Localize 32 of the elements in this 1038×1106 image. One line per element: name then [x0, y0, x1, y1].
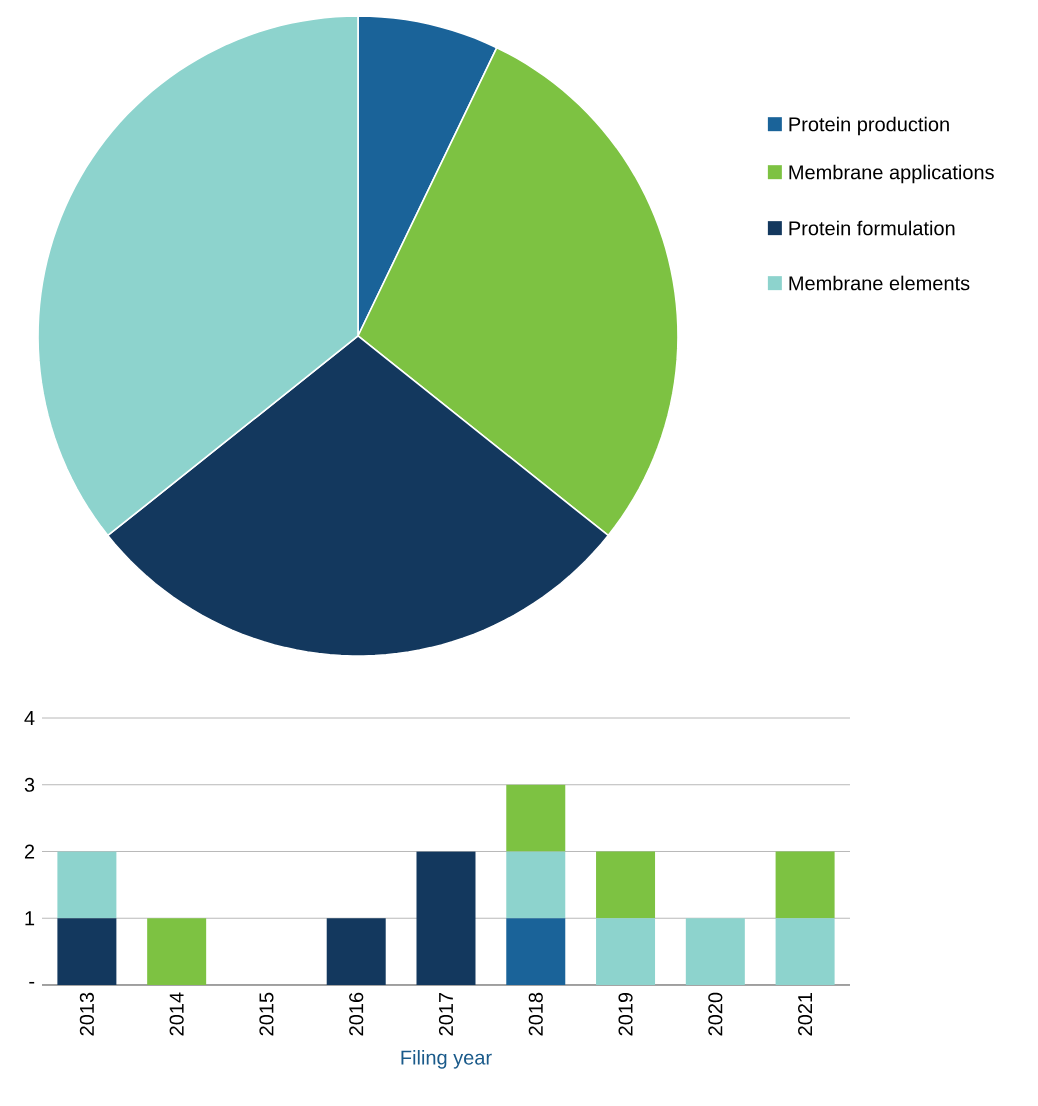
y-tick-label: 3 [24, 777, 35, 792]
y-tick-label: 1 [25, 911, 35, 926]
bar [775, 918, 835, 985]
y-tick-label: 2 [24, 844, 35, 859]
y-tick-label: 4 [24, 711, 35, 725]
x-tick-label: 2019 [618, 992, 633, 1036]
x-tick-label: 2016 [349, 992, 364, 1036]
legend-label: Protein formulation [789, 220, 955, 236]
bar [57, 918, 117, 985]
bar [506, 918, 566, 985]
legend-label: Membrane applications [789, 164, 994, 184]
bar [506, 784, 566, 852]
y-tick-label: - [29, 981, 35, 984]
x-tick-label: 2017 [438, 992, 454, 1036]
x-tick-label: 2014 [169, 992, 184, 1036]
bar [416, 851, 476, 985]
x-tick-label: 2021 [798, 992, 813, 1036]
bar [147, 918, 207, 985]
bar [596, 918, 656, 985]
x-tick-label: 2020 [708, 992, 723, 1036]
bar [506, 851, 566, 919]
x-tick-label: 2015 [259, 992, 274, 1036]
bar [685, 918, 745, 985]
legend-label: Membrane elements [789, 275, 970, 291]
x-axis-title: Filing year [401, 1050, 492, 1069]
legend-label: Protein production [789, 116, 949, 136]
bar [57, 851, 117, 919]
bar [326, 918, 386, 985]
bar [775, 851, 835, 919]
x-tick-label: 2013 [79, 992, 94, 1036]
bar [596, 851, 656, 919]
x-tick-label: 2018 [528, 992, 543, 1036]
